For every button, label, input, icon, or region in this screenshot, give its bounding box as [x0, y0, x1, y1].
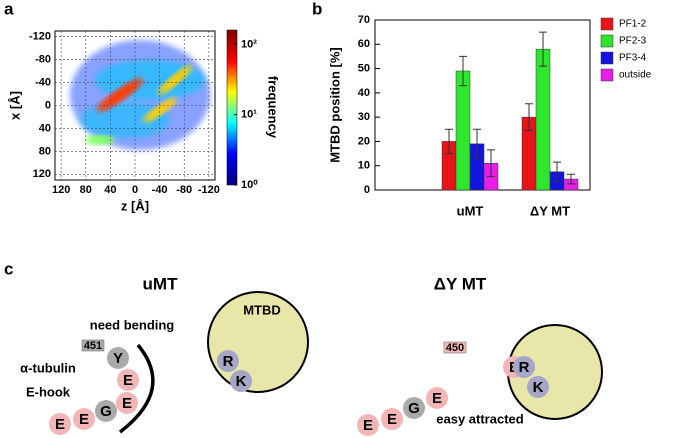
- residue-number: 450: [446, 342, 464, 354]
- legend-swatch: [600, 17, 614, 31]
- y-tick-label: 30: [358, 111, 370, 123]
- domain-label: MTBD: [243, 302, 281, 317]
- legend-swatch: [600, 68, 614, 82]
- residue-letter: E: [79, 411, 89, 428]
- residue-letter: R: [223, 353, 234, 370]
- residue-bead: [513, 356, 535, 378]
- residue-bead: [107, 347, 129, 369]
- y-tick-label: 50: [358, 62, 370, 74]
- residue-letter: E: [123, 372, 133, 389]
- residue-bead: [117, 369, 139, 391]
- label: α-tubulin: [20, 360, 76, 375]
- residue-bead: [403, 397, 425, 419]
- x-tick-label: 0: [132, 184, 138, 196]
- colorbar-tick-label: 10²: [241, 38, 257, 50]
- y-tick-label: 120: [33, 168, 51, 180]
- residue-bead: [381, 408, 403, 430]
- y-tick-label: 80: [39, 145, 51, 157]
- x-tick-label: 40: [104, 184, 116, 196]
- residue-letter: G: [408, 400, 420, 417]
- error-bar: [539, 31, 547, 67]
- error-bar: [525, 103, 533, 131]
- panel-label: b: [312, 0, 322, 18]
- residue-letter: E: [387, 411, 397, 428]
- x-tick-label: -120: [198, 184, 220, 196]
- residue-bead: [73, 408, 95, 430]
- label: E-hook: [26, 384, 71, 399]
- colorbar-tick-label: 10⁰: [241, 179, 258, 191]
- x-tick-label: uMT: [457, 203, 484, 218]
- residue-number: 451: [84, 340, 102, 352]
- y-tick-label: 70: [358, 14, 370, 26]
- note: easy attracted: [436, 411, 523, 426]
- residue-bead: [116, 392, 138, 414]
- residue-bead: [527, 376, 549, 398]
- x-tick-label: -80: [176, 184, 192, 196]
- y-tick-label: 40: [358, 87, 370, 99]
- residue-letter: E: [432, 390, 442, 407]
- y-tick-label: 0: [45, 99, 51, 111]
- error-bar: [487, 149, 495, 178]
- legend-label: PF1-2: [619, 19, 647, 30]
- residue-bead: [357, 414, 379, 436]
- residue-bead: [230, 370, 252, 392]
- x-tick-label: 120: [52, 184, 70, 196]
- error-bar: [473, 128, 481, 159]
- residue-letter: G: [100, 403, 112, 420]
- title: uMT: [143, 274, 179, 293]
- y-tick-label: 40: [39, 122, 51, 134]
- bar: [535, 48, 551, 191]
- residue-tag: [81, 339, 105, 352]
- y-tick-label: -120: [29, 31, 51, 43]
- panel-label: a: [4, 0, 14, 18]
- residue-letter: E: [55, 416, 65, 433]
- residue-letter: E: [122, 395, 132, 412]
- legend-swatch: [600, 34, 614, 48]
- note: need bending: [90, 317, 175, 332]
- x-tick-label: ΔY MT: [530, 203, 570, 218]
- residue-letter: K: [533, 379, 544, 396]
- y-tick-label: 20: [358, 135, 370, 147]
- x-tick-label: 80: [80, 184, 92, 196]
- legend-swatch: [600, 51, 614, 65]
- error-bar: [445, 128, 453, 155]
- y-axis-label: x [Å]: [7, 91, 22, 120]
- plot-frame: [54, 30, 216, 181]
- y-axis-label: MTBD position [%]: [327, 47, 342, 163]
- colorbar-tick-label: 10¹: [241, 109, 257, 121]
- y-tick-label: 0: [364, 184, 370, 196]
- x-axis-label: z [Å]: [121, 198, 149, 213]
- error-bar: [459, 55, 467, 87]
- colorbar-label: frequency: [266, 76, 281, 139]
- density-cloud: [70, 40, 210, 150]
- panel-label: c: [4, 259, 13, 278]
- legend-label: outside: [619, 70, 652, 81]
- y-tick-label: -80: [35, 54, 51, 66]
- legend-label: PF2-3: [619, 36, 647, 47]
- residue-letter: R: [519, 359, 530, 376]
- residue-bead: [49, 413, 71, 435]
- legend-label: PF3-4: [619, 53, 647, 64]
- colorbar: [226, 29, 238, 186]
- residue-tag: [443, 341, 467, 354]
- residue-letter: Y: [113, 350, 123, 367]
- title: ΔY MT: [434, 274, 487, 293]
- residue-letter: K: [236, 373, 247, 390]
- x-tick-label: -40: [152, 184, 168, 196]
- y-tick-label: 60: [358, 38, 370, 50]
- error-bar: [553, 161, 561, 182]
- residue-bead: [217, 350, 239, 372]
- residue-bead: [95, 400, 117, 422]
- bar: [455, 70, 471, 191]
- error-bar: [567, 173, 575, 185]
- y-tick-label: -40: [35, 76, 51, 88]
- residue-letter: E: [363, 417, 373, 434]
- y-tick-label: 10: [358, 160, 370, 172]
- residue-bead: [426, 387, 448, 409]
